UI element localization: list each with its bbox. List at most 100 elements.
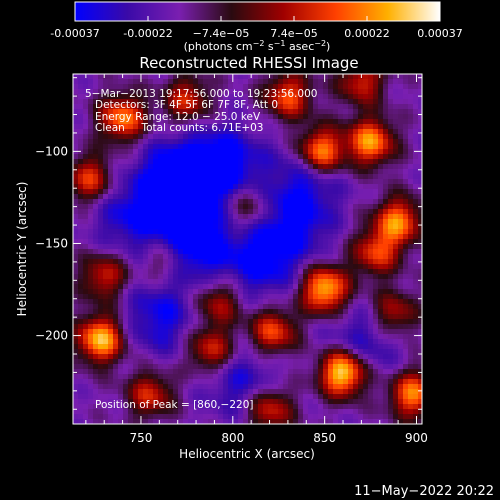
heatmap-cell xyxy=(108,164,114,170)
heatmap-cell xyxy=(158,394,164,400)
heatmap-cell xyxy=(148,74,154,80)
heatmap-cell xyxy=(348,219,354,225)
heatmap-cell xyxy=(193,89,199,95)
heatmap-cell xyxy=(83,94,89,100)
heatmap-cell xyxy=(238,154,244,160)
heatmap-cell xyxy=(108,159,114,165)
heatmap-cell xyxy=(383,109,389,115)
heatmap-cell xyxy=(133,389,139,395)
heatmap-cell xyxy=(73,324,79,330)
heatmap-cell xyxy=(388,179,394,185)
heatmap-cell xyxy=(333,349,339,355)
heatmap-cell xyxy=(248,314,254,320)
heatmap-cell xyxy=(148,219,154,225)
heatmap-cell xyxy=(103,344,109,350)
heatmap-cell xyxy=(73,119,79,125)
heatmap-cell xyxy=(168,219,174,225)
heatmap-cell xyxy=(303,279,309,285)
heatmap-cell xyxy=(343,374,349,380)
heatmap-cell xyxy=(408,374,414,380)
heatmap-cell xyxy=(388,384,394,390)
heatmap-cell xyxy=(328,139,334,145)
heatmap-cell xyxy=(243,124,249,130)
heatmap-cell xyxy=(308,399,314,405)
heatmap-cell xyxy=(128,279,134,285)
heatmap-cell xyxy=(103,164,109,170)
heatmap-cell xyxy=(83,139,89,145)
heatmap-cell xyxy=(198,279,204,285)
heatmap-cell xyxy=(118,109,124,115)
heatmap-cell xyxy=(373,329,379,335)
heatmap-cell xyxy=(203,154,209,160)
heatmap-cell xyxy=(383,134,389,140)
heatmap-cell xyxy=(393,144,399,150)
heatmap-cell xyxy=(263,254,269,260)
heatmap-cell xyxy=(198,114,204,120)
heatmap-cell xyxy=(118,169,124,175)
heatmap-cell xyxy=(73,169,79,175)
heatmap-cell xyxy=(113,384,119,390)
heatmap-cell xyxy=(248,229,254,235)
heatmap-cell xyxy=(398,124,404,130)
heatmap-cell xyxy=(118,114,124,120)
heatmap-cell xyxy=(383,394,389,400)
heatmap-cell xyxy=(78,339,84,345)
heatmap-cell xyxy=(283,259,289,265)
heatmap-cell xyxy=(413,329,419,335)
y-tick-label: −150 xyxy=(35,236,68,250)
colorbar-tick-label: −7.4e−05 xyxy=(193,27,250,40)
heatmap-cell xyxy=(348,119,354,125)
heatmap-cell xyxy=(228,279,234,285)
heatmap-cell xyxy=(343,184,349,190)
heatmap-cell xyxy=(218,179,224,185)
heatmap-cell xyxy=(133,324,139,330)
heatmap-cell xyxy=(118,224,124,230)
heatmap-cell xyxy=(418,119,422,125)
heatmap-cell xyxy=(148,394,154,400)
heatmap-cell xyxy=(188,314,194,320)
heatmap-cell xyxy=(128,189,134,195)
heatmap-cell xyxy=(208,289,214,295)
heatmap-cell xyxy=(393,109,399,115)
heatmap-cell xyxy=(303,289,309,295)
heatmap-cell xyxy=(338,389,344,395)
heatmap-cell xyxy=(383,279,389,285)
heatmap-cell xyxy=(403,209,409,215)
heatmap-cell xyxy=(183,284,189,290)
heatmap-cell xyxy=(418,364,422,370)
heatmap-cell xyxy=(183,114,189,120)
heatmap-cell xyxy=(293,104,299,110)
heatmap-cell xyxy=(298,324,304,330)
heatmap-cell xyxy=(148,369,154,375)
heatmap-cell xyxy=(278,129,284,135)
heatmap-cell xyxy=(363,299,369,305)
heatmap-cell xyxy=(183,154,189,160)
heatmap-cell xyxy=(233,114,239,120)
heatmap-cell xyxy=(208,329,214,335)
heatmap-cell xyxy=(363,339,369,345)
heatmap-cell xyxy=(348,94,354,100)
heatmap-cell xyxy=(313,74,319,80)
heatmap-cell xyxy=(248,159,254,165)
heatmap-cell xyxy=(343,324,349,330)
heatmap-cell xyxy=(293,349,299,355)
heatmap-cell xyxy=(323,419,329,424)
heatmap-cell xyxy=(248,354,254,360)
heatmap-cell xyxy=(363,204,369,210)
heatmap-cell xyxy=(308,419,314,424)
heatmap-cell xyxy=(148,149,154,155)
heatmap-cell xyxy=(363,269,369,275)
heatmap-cell xyxy=(93,219,99,225)
heatmap-cell xyxy=(173,304,179,310)
heatmap-cell xyxy=(113,329,119,335)
heatmap-cell xyxy=(73,129,79,135)
heatmap-cell xyxy=(418,234,422,240)
heatmap-cell xyxy=(88,154,94,160)
heatmap-cell xyxy=(203,234,209,240)
heatmap-cell xyxy=(228,179,234,185)
heatmap-cell xyxy=(273,209,279,215)
heatmap-cell xyxy=(383,129,389,135)
heatmap-cell xyxy=(343,194,349,200)
heatmap-cell xyxy=(78,194,84,200)
heatmap-cell xyxy=(308,309,314,315)
